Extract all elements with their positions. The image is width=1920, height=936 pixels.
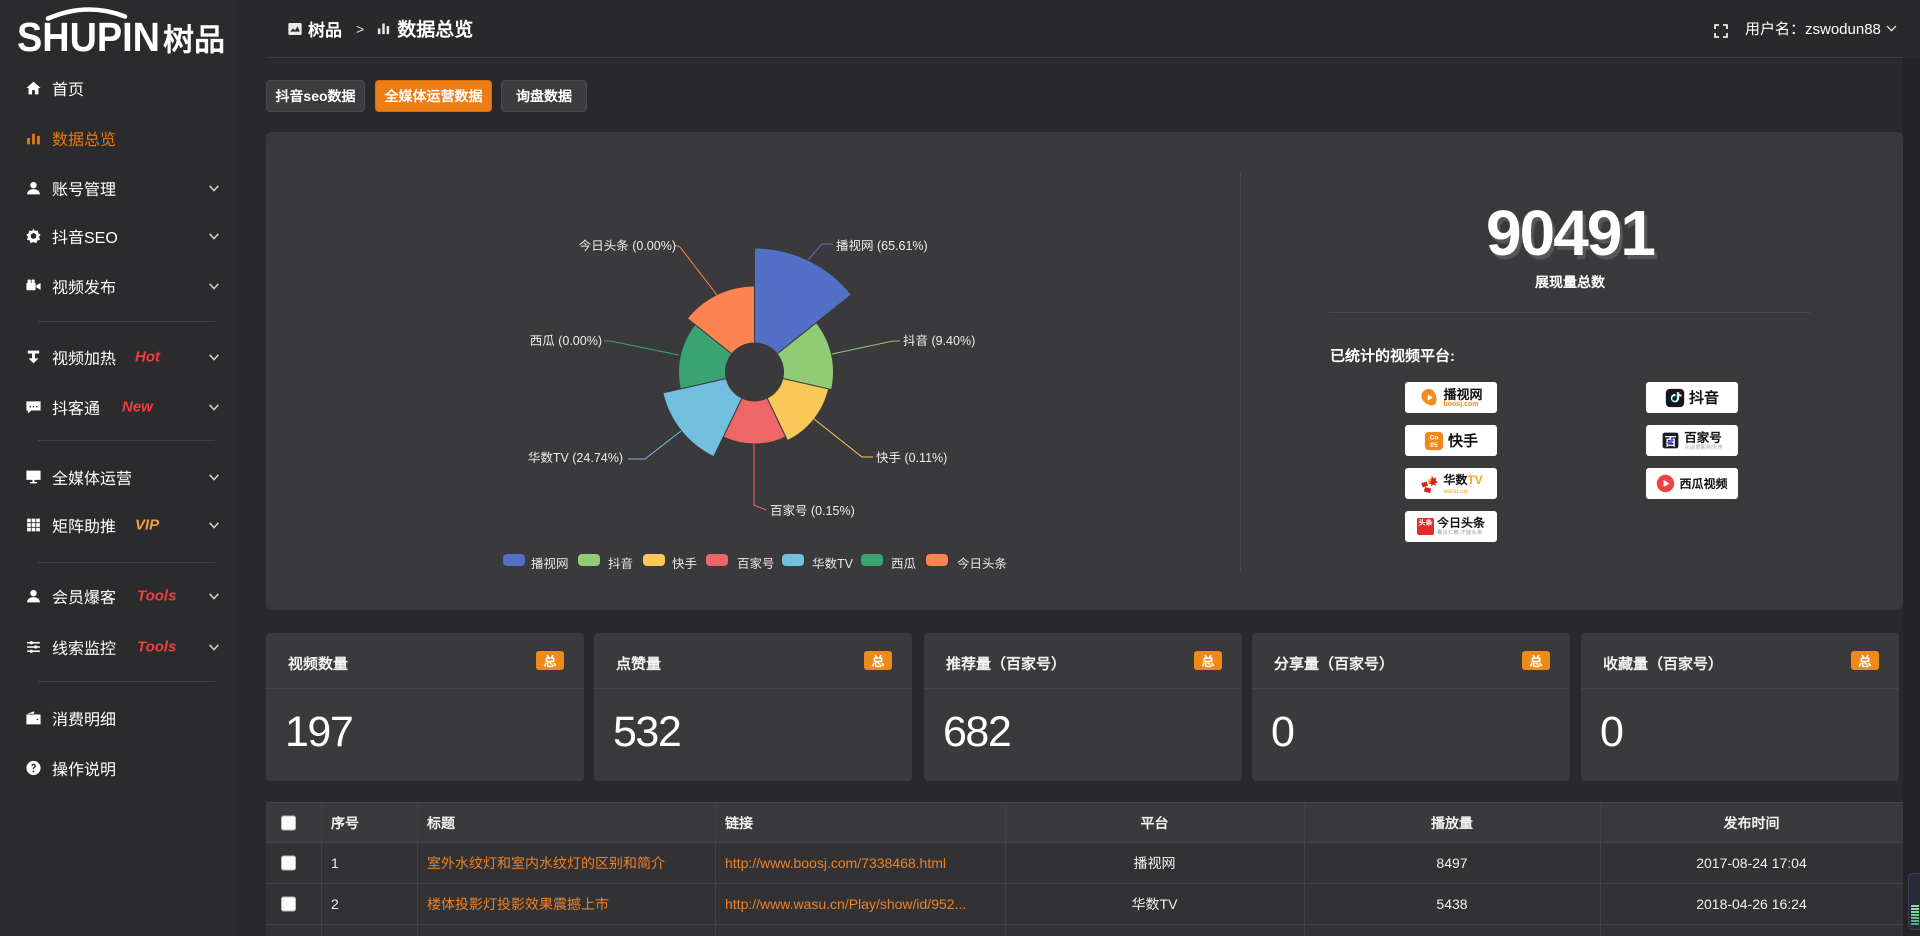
svg-text:树品: 树品 — [163, 15, 225, 60]
svg-text:Co: Co — [1430, 431, 1439, 441]
svg-text:播视网 (65.61%): 播视网 (65.61%) — [836, 235, 928, 254]
svg-text:SHUPIN: SHUPIN — [17, 14, 160, 60]
svg-text:今日头条 (0.00%): 今日头条 (0.00%) — [579, 235, 676, 254]
svg-text:华数TV (24.74%): 华数TV (24.74%) — [528, 447, 623, 466]
svg-text:快手 (0.11%): 快手 (0.11%) — [876, 447, 947, 466]
svg-text:百家号 (0.15%): 百家号 (0.15%) — [770, 500, 855, 519]
svg-text:西瓜 (0.00%): 西瓜 (0.00%) — [530, 330, 602, 349]
svg-text:抖音 (9.40%): 抖音 (9.40%) — [903, 330, 975, 349]
svg-text:05: 05 — [1430, 438, 1438, 448]
